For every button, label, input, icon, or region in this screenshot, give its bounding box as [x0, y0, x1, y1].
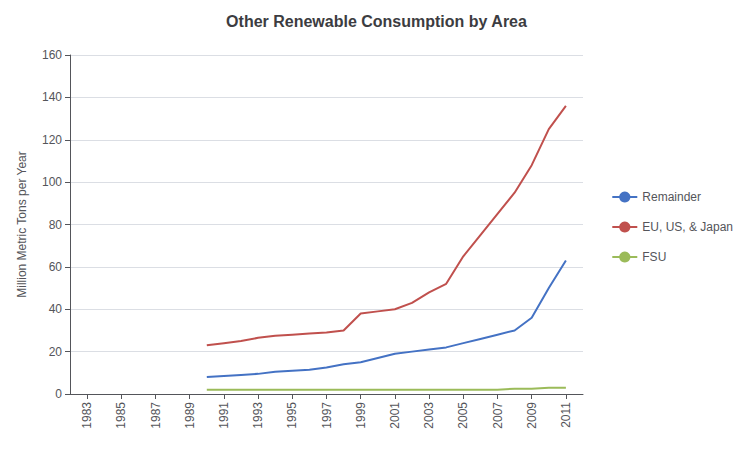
svg-text:FSU: FSU [642, 250, 666, 264]
svg-text:1991: 1991 [217, 402, 231, 429]
svg-text:2007: 2007 [491, 402, 505, 429]
svg-text:20: 20 [49, 345, 63, 359]
svg-text:1997: 1997 [320, 402, 334, 429]
svg-text:1989: 1989 [183, 402, 197, 429]
svg-text:EU, US, & Japan: EU, US, & Japan [642, 220, 733, 234]
svg-text:1983: 1983 [80, 402, 94, 429]
svg-text:1993: 1993 [251, 402, 265, 429]
svg-text:Million Metric Tons per Year: Million Metric Tons per Year [15, 151, 29, 298]
svg-text:Other Renewable Consumption by: Other Renewable Consumption by Area [226, 13, 527, 30]
svg-text:2009: 2009 [525, 402, 539, 429]
svg-text:100: 100 [42, 175, 62, 189]
svg-text:0: 0 [55, 387, 62, 401]
svg-text:1995: 1995 [285, 402, 299, 429]
svg-text:40: 40 [49, 302, 63, 316]
svg-text:Remainder: Remainder [642, 190, 701, 204]
svg-text:2011: 2011 [559, 402, 573, 428]
svg-text:60: 60 [49, 260, 63, 274]
svg-text:2003: 2003 [422, 402, 436, 429]
svg-text:1985: 1985 [114, 402, 128, 429]
svg-text:160: 160 [42, 48, 62, 62]
svg-text:80: 80 [49, 218, 63, 232]
svg-text:1987: 1987 [149, 402, 163, 429]
svg-text:120: 120 [42, 133, 62, 147]
svg-text:2001: 2001 [388, 402, 402, 429]
svg-text:1999: 1999 [354, 402, 368, 429]
svg-text:2005: 2005 [456, 402, 470, 429]
svg-text:140: 140 [42, 90, 62, 104]
